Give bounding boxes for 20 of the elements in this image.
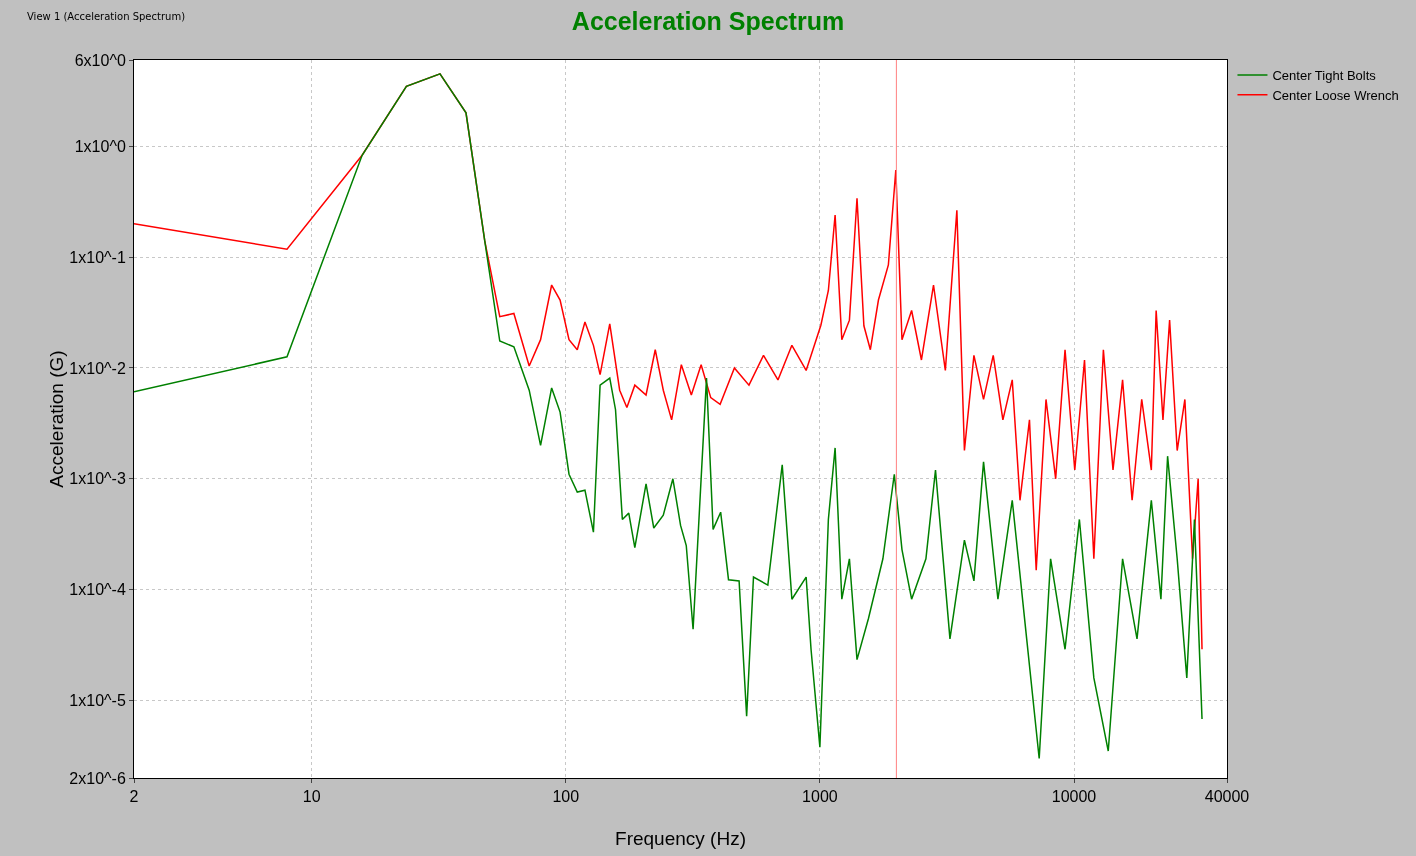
y-tick-label: 6x10^0 bbox=[74, 51, 126, 69]
legend-label: Center Tight Bolts bbox=[1272, 68, 1377, 84]
y-tick-label: 1x10^-1 bbox=[69, 248, 126, 266]
x-tick-label: 10000 bbox=[1051, 788, 1097, 806]
y-tick-label: 1x10^0 bbox=[74, 137, 126, 155]
x-axis-title: Frequency (Hz) bbox=[615, 828, 746, 849]
y-tick-label: 1x10^-2 bbox=[69, 359, 126, 377]
x-tick-label: 40000 bbox=[1204, 788, 1250, 806]
text: View 1 (Acceleration Spectrum) bbox=[27, 11, 186, 22]
x-tick-label: 2 bbox=[129, 788, 139, 806]
x-tick-label: 100 bbox=[552, 788, 580, 806]
x-tick-label: 1000 bbox=[802, 788, 838, 806]
y-tick-label: 1x10^-3 bbox=[69, 470, 126, 488]
y-axis-title: Acceleration (G) bbox=[46, 350, 68, 488]
x-tick-label: 10 bbox=[302, 788, 321, 806]
chart-title: Acceleration Spectrum bbox=[571, 7, 845, 36]
y-tick-label: 1x10^-5 bbox=[69, 692, 126, 710]
legend-label: Center Loose Wrench bbox=[1272, 87, 1399, 103]
y-tick-label: 1x10^-4 bbox=[69, 581, 126, 599]
y-tick-label: 2x10^-6 bbox=[69, 769, 126, 787]
